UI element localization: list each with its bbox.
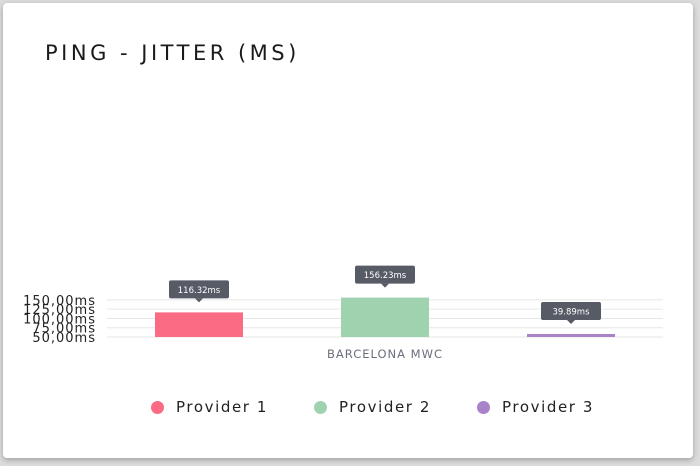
legend-label: Provider 1 xyxy=(176,398,269,416)
bar xyxy=(155,312,243,337)
legend-label: Provider 3 xyxy=(502,398,595,416)
y-tick-label: 75,00ms xyxy=(32,322,96,337)
data-label-pointer xyxy=(195,298,203,303)
data-label: 116.32ms xyxy=(178,286,221,296)
bar xyxy=(527,334,615,337)
chart-legend: Provider 1 Provider 2 Provider 3 xyxy=(3,394,693,420)
data-label: 39.89ms xyxy=(552,308,590,318)
legend-dot-icon xyxy=(151,400,164,414)
legend-dot-icon xyxy=(314,400,327,414)
data-label-box xyxy=(541,302,601,320)
data-label-box xyxy=(169,280,229,299)
bar xyxy=(341,297,429,337)
data-label-pointer xyxy=(381,283,389,288)
y-tick-label: 100,00ms xyxy=(23,312,96,327)
data-label-box xyxy=(355,265,415,284)
legend-label: Provider 2 xyxy=(339,398,432,416)
data-label: 156.23ms xyxy=(364,271,407,281)
chart-card: PING - JITTER (MS) 50,00ms 75,00ms 100,00m… xyxy=(3,3,693,458)
chart-title: PING - JITTER (MS) xyxy=(45,41,300,65)
y-tick-label: 50,00ms xyxy=(32,331,96,346)
x-category-label: BARCELONA MWC xyxy=(327,347,443,361)
legend-item[interactable]: Provider 1 xyxy=(151,394,268,420)
y-tick-label: 125,00ms xyxy=(23,303,96,318)
data-label-pointer xyxy=(567,320,575,324)
y-tick-label: 150,00ms xyxy=(23,294,96,309)
legend-item[interactable]: Provider 2 xyxy=(314,394,431,420)
legend-item[interactable]: Provider 3 xyxy=(477,394,594,420)
legend-dot-icon xyxy=(477,400,490,414)
